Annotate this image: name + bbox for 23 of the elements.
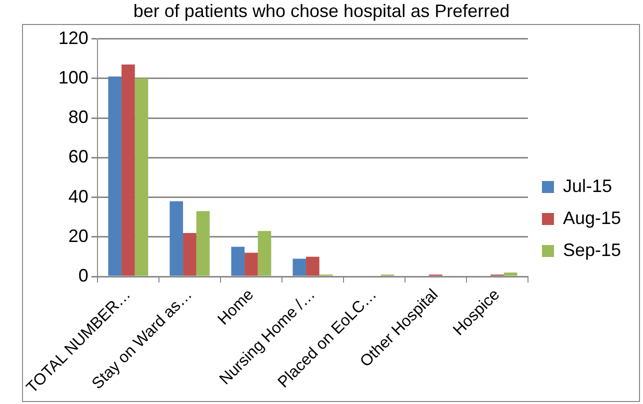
bar xyxy=(504,272,518,276)
bar xyxy=(170,201,184,276)
y-tick-label: 80 xyxy=(68,107,88,128)
y-tick-label: 40 xyxy=(68,186,88,206)
legend-label: Sep-15 xyxy=(562,240,622,260)
y-tick-label: 60 xyxy=(68,146,88,167)
bar xyxy=(292,258,306,276)
bar xyxy=(183,232,196,276)
bar xyxy=(231,246,245,276)
bar xyxy=(306,256,320,276)
chart-title: ber of patients who chose hospital as Preferred xyxy=(132,0,511,22)
y-tick-label: 100 xyxy=(58,67,88,88)
bar xyxy=(258,230,272,276)
y-tick-label: 0 xyxy=(78,265,88,286)
legend-label: Aug-15 xyxy=(562,208,622,228)
bar xyxy=(196,211,210,276)
bar xyxy=(108,76,122,276)
legend-label: Jul-15 xyxy=(562,176,612,196)
y-tick-label: 20 xyxy=(68,226,88,246)
bar xyxy=(244,252,258,276)
bar xyxy=(122,64,135,276)
bar xyxy=(134,78,148,276)
y-tick-label: 120 xyxy=(58,28,88,48)
